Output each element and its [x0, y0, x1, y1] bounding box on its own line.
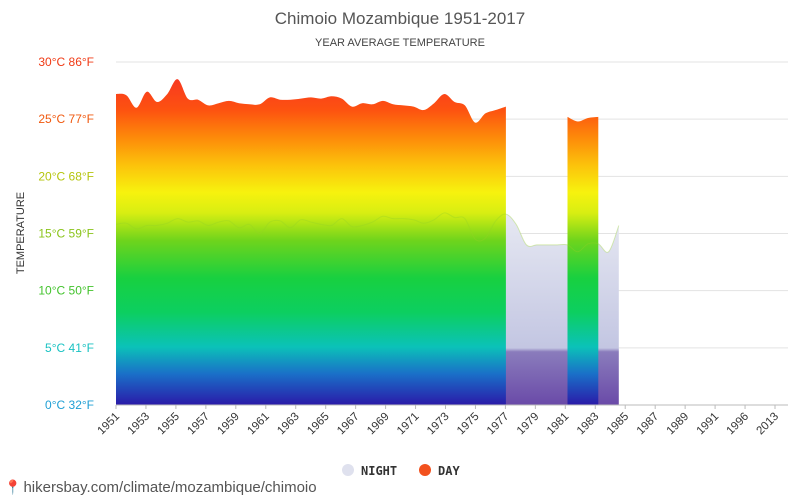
- day-area-segment: [116, 79, 506, 405]
- x-tick-label: 1973: [425, 411, 452, 438]
- x-tick-label: 1969: [365, 411, 392, 438]
- x-tick-label: 1953: [126, 411, 153, 438]
- y-tick-label: 20°C 68°F: [38, 169, 94, 183]
- x-tick-label: 1975: [455, 411, 482, 438]
- x-tick-label: 2013: [755, 411, 782, 438]
- x-tick-label: 1959: [215, 411, 242, 438]
- x-tick-label: 1996: [725, 411, 752, 438]
- x-tick-label: 1971: [395, 411, 422, 438]
- night-line: [115, 212, 620, 253]
- x-tick-label: 1989: [665, 411, 692, 438]
- y-tick-label: 15°C 59°F: [38, 227, 94, 241]
- x-tick-label: 1991: [695, 411, 722, 438]
- y-axis-title: TEMPERATURE: [15, 192, 27, 274]
- y-tick-label: 5°C 41°F: [45, 341, 94, 355]
- x-tick-label: 1963: [275, 411, 302, 438]
- x-tick-label: 1977: [485, 411, 512, 438]
- x-tick-label: 1961: [245, 411, 272, 438]
- y-tick-label: 30°C 86°F: [38, 55, 94, 69]
- x-tick-label: 1965: [305, 411, 332, 438]
- x-axis-ticks: 1951 1953 1955 1957 1959 1961 1963 1965 1967 1969…: [96, 405, 782, 438]
- x-tick-label: 1951: [96, 411, 123, 438]
- x-tick-label: 1987: [635, 411, 662, 438]
- legend-item-day[interactable]: DAY: [419, 464, 460, 478]
- x-tick-label: 1983: [575, 411, 602, 438]
- x-tick-label: 1957: [185, 411, 212, 438]
- x-tick-label: 1955: [155, 411, 182, 438]
- chart-title: Chimoio Mozambique 1951-2017: [275, 9, 525, 28]
- x-tick-label: 1979: [515, 411, 542, 438]
- chart-subtitle: YEAR AVERAGE TEMPERATURE: [315, 37, 485, 49]
- map-pin-icon: 📍: [4, 479, 22, 495]
- y-tick-label: 0°C 32°F: [45, 398, 94, 412]
- x-tick-label: 1967: [335, 411, 362, 438]
- legend-night-label: NIGHT: [361, 464, 397, 478]
- plot-areas: [115, 79, 620, 406]
- legend-day-swatch: [419, 464, 431, 476]
- y-tick-label: 10°C 50°F: [38, 284, 94, 298]
- y-axis-ticks: 0°C 32°F 5°C 41°F 10°C 50°F 15°C 59°F 20°C 6…: [38, 55, 94, 412]
- day-area-segment: [567, 116, 599, 406]
- x-tick-label: 1985: [605, 411, 632, 438]
- legend: NIGHT DAY: [342, 464, 460, 478]
- legend-day-label: DAY: [438, 464, 460, 478]
- y-tick-label: 25°C 77°F: [38, 112, 94, 126]
- legend-night-swatch: [342, 464, 354, 476]
- source-url: hikersbay.com/climate/mozambique/chimoio: [23, 479, 317, 496]
- source-link[interactable]: 📍 hikersbay.com/climate/mozambique/chimoi…: [4, 479, 317, 496]
- legend-item-night[interactable]: NIGHT: [342, 464, 397, 478]
- x-tick-label: 1981: [545, 411, 572, 438]
